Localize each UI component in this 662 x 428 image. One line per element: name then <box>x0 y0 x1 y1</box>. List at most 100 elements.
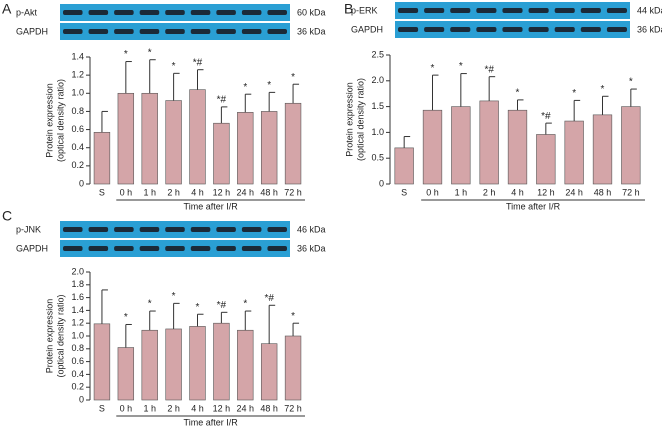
blot-band <box>165 10 185 15</box>
blot-band <box>165 227 185 232</box>
blot-band <box>63 29 83 34</box>
y-tick-label: 1.4 <box>71 51 84 61</box>
blot-size: 46 kDa <box>297 224 326 234</box>
annotation: * <box>196 302 200 313</box>
bar <box>93 131 111 185</box>
y-tick-label: 0.8 <box>71 343 84 353</box>
annotation: * <box>124 312 128 323</box>
x-tick-label: 12 h <box>213 187 231 197</box>
x-tick-label: 1 h <box>455 187 468 197</box>
x-axis-label: Time after I/R <box>506 201 561 211</box>
y-tick-label: 1.0 <box>371 127 384 137</box>
bar <box>165 328 182 401</box>
annotation: *# <box>193 57 203 68</box>
annotation: * <box>243 82 247 93</box>
blot-band <box>139 246 160 251</box>
blot-band <box>216 29 236 34</box>
x-tick-label: 4 h <box>191 403 204 413</box>
blot-band <box>190 246 211 251</box>
blot-band <box>241 246 262 251</box>
x-tick-label: 72 h <box>622 187 640 197</box>
x-tick-label: 1 h <box>143 187 156 197</box>
y-tick-label: 1.4 <box>71 305 84 315</box>
blot-band <box>398 27 419 32</box>
bar <box>422 109 443 185</box>
panel-label: C <box>2 208 12 224</box>
y-tick-label: 0.4 <box>71 369 84 379</box>
y-tick-label: 0 <box>79 394 84 404</box>
blot-band <box>190 227 211 232</box>
y-tick-label: 0 <box>79 178 84 188</box>
blot-label: p-ERK <box>351 5 378 15</box>
x-tick-label: S <box>99 187 105 197</box>
blot-band <box>114 10 134 15</box>
bar <box>536 134 556 185</box>
blot-label: GAPDH <box>351 24 383 34</box>
x-axis-label: Time after I/R <box>184 417 239 427</box>
x-tick-label: 4 h <box>191 187 204 197</box>
blot-band <box>88 29 109 34</box>
blot-band <box>216 227 236 232</box>
blot-band <box>580 8 601 13</box>
annotation: * <box>172 291 176 302</box>
blot-band <box>165 29 185 34</box>
y-tick-label: 2.0 <box>71 266 84 276</box>
blot-band <box>502 8 523 13</box>
bar <box>237 112 254 185</box>
x-tick-label: 72 h <box>284 403 302 413</box>
bar <box>165 100 182 185</box>
blot-band <box>139 10 160 15</box>
y-tick-label: 1.0 <box>71 88 84 98</box>
blot-band <box>114 246 134 251</box>
y-tick-label: 0.6 <box>71 124 84 134</box>
blot-band <box>528 8 549 13</box>
blot-band <box>528 27 549 32</box>
blot-band <box>241 29 262 34</box>
blot-band <box>216 246 236 251</box>
annotation: *# <box>484 64 494 75</box>
blot-band <box>476 27 497 32</box>
x-tick-label: 2 h <box>483 187 496 197</box>
x-tick-label: S <box>401 187 407 197</box>
blot-band <box>424 8 445 13</box>
blot-band <box>63 227 83 232</box>
annotation: * <box>601 84 605 95</box>
bar <box>284 102 302 185</box>
annotation: *# <box>541 111 551 122</box>
y-tick-label: 0.6 <box>71 356 84 366</box>
y-axis-label: Protein expression <box>44 299 54 374</box>
y-axis-label: (optical density ratio) <box>55 294 65 377</box>
blot-band <box>606 27 627 32</box>
annotation: * <box>516 88 520 99</box>
y-tick-label: 1.6 <box>71 292 84 302</box>
blot-size: 44 kDa <box>637 5 662 15</box>
blot-band <box>88 227 109 232</box>
bar <box>141 92 158 185</box>
blot-band <box>554 8 575 13</box>
blot-band <box>165 246 185 251</box>
x-tick-label: 48 h <box>260 403 278 413</box>
bar <box>284 335 302 401</box>
blot-band <box>63 10 83 15</box>
x-tick-label: 48 h <box>260 187 278 197</box>
annotation: * <box>572 88 576 99</box>
y-tick-label: 1.0 <box>71 330 84 340</box>
x-tick-label: 48 h <box>594 187 612 197</box>
blot-label: GAPDH <box>16 243 48 253</box>
blot-band <box>216 10 236 15</box>
bar <box>117 92 135 185</box>
blot-band <box>114 227 134 232</box>
blot-band <box>502 27 523 32</box>
blot-band <box>267 227 287 232</box>
x-axis-label: Time after I/R <box>184 201 239 211</box>
annotation: * <box>124 49 128 60</box>
y-axis-label: (optical density ratio) <box>355 78 365 161</box>
bar <box>260 343 278 401</box>
blot-label: p-JNK <box>16 224 41 234</box>
y-tick-label: 1.8 <box>71 279 84 289</box>
y-tick-label: 2.5 <box>371 49 384 59</box>
blot-size: 36 kDa <box>297 26 326 36</box>
annotation: * <box>148 299 152 310</box>
y-tick-label: 1.2 <box>71 318 84 328</box>
